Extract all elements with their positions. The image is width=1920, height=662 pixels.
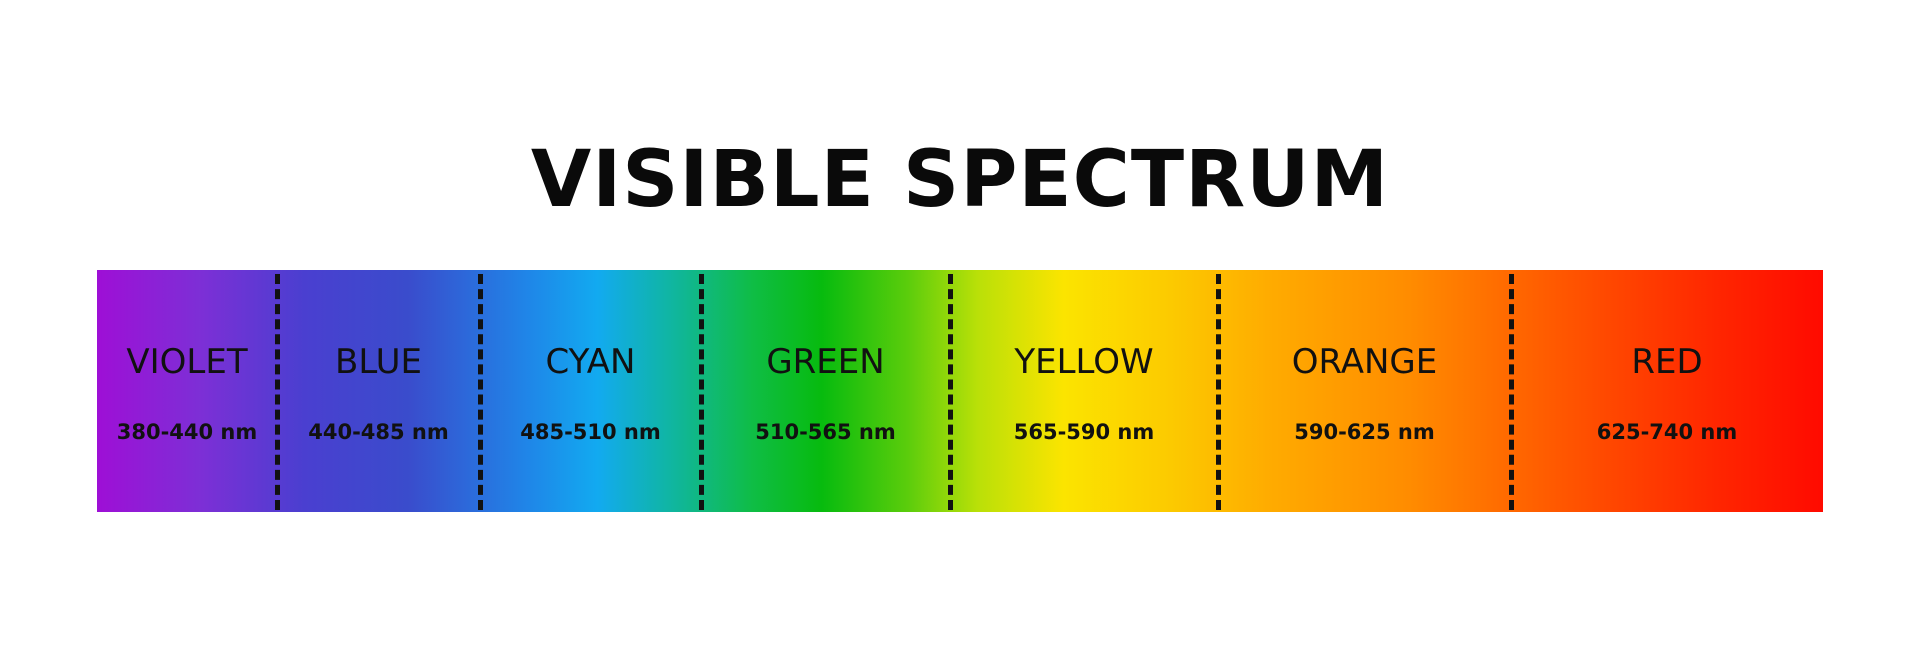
band-range: 625-740 nm <box>1596 420 1738 444</box>
band-range: 590-625 nm <box>1294 420 1435 444</box>
band-red: RED 625-740 nm <box>1511 270 1823 512</box>
band-name: GREEN <box>766 342 885 382</box>
band-divider <box>478 274 483 510</box>
band-green: GREEN 510-565 nm <box>701 270 950 512</box>
band-blue: BLUE 440-485 nm <box>277 270 480 512</box>
spectrum-bar <box>97 270 1823 512</box>
band-range: 440-485 nm <box>308 420 449 444</box>
band-range: 485-510 nm <box>520 420 661 444</box>
band-orange: ORANGE 590-625 nm <box>1218 270 1511 512</box>
band-name: ORANGE <box>1291 342 1438 382</box>
band-yellow: YELLOW 565-590 nm <box>950 270 1218 512</box>
page-title: VISIBLE SPECTRUM <box>530 135 1390 225</box>
band-range: 380-440 nm <box>116 420 258 444</box>
band-name: YELLOW <box>1014 342 1154 382</box>
band-name: BLUE <box>335 342 422 382</box>
band-name: RED <box>1631 342 1703 382</box>
band-range: 510-565 nm <box>755 420 896 444</box>
band-name: CYAN <box>545 342 636 382</box>
band-divider <box>699 274 704 510</box>
band-name: VIOLET <box>126 342 248 382</box>
band-range: 565-590 nm <box>1013 420 1155 444</box>
band-cyan: CYAN 485-510 nm <box>480 270 701 512</box>
band-divider <box>1509 274 1514 510</box>
band-violet: VIOLET 380-440 nm <box>97 270 277 512</box>
band-divider <box>1216 274 1221 510</box>
band-divider <box>948 274 953 510</box>
band-divider <box>275 274 280 510</box>
